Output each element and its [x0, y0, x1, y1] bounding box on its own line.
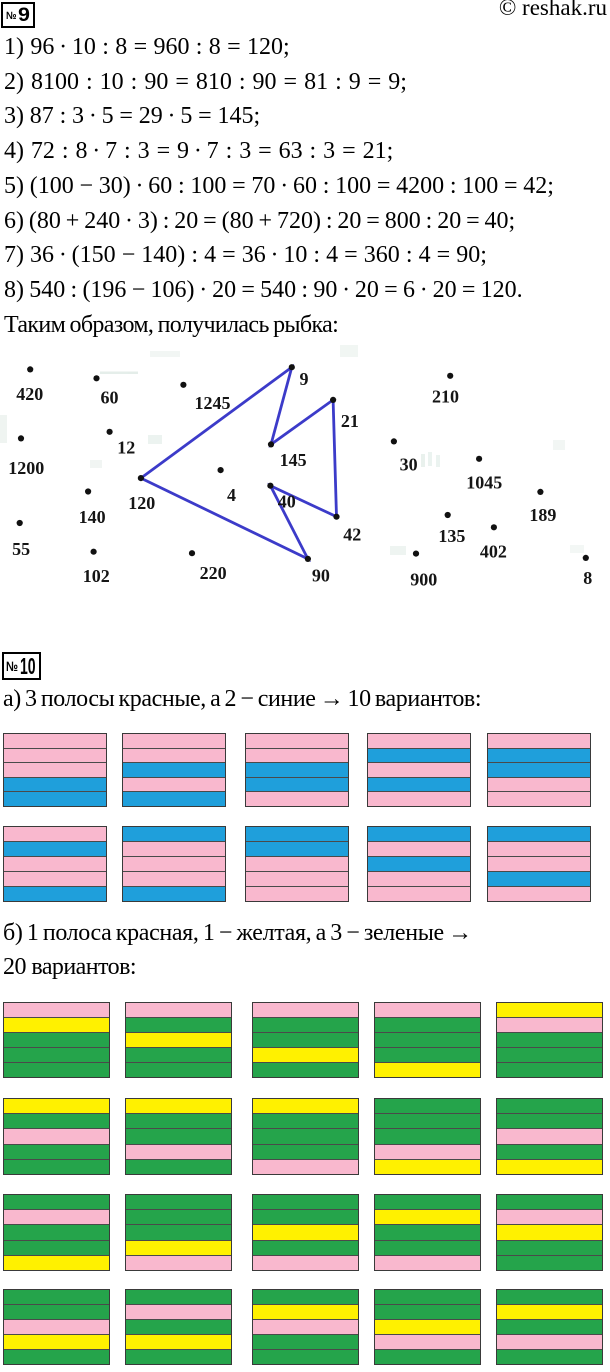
svg-text:402: 402 [480, 542, 507, 562]
svg-text:900: 900 [410, 569, 437, 589]
svg-text:21: 21 [341, 411, 359, 431]
svg-text:30: 30 [400, 455, 418, 475]
svg-text:145: 145 [280, 450, 307, 470]
svg-text:12: 12 [117, 437, 135, 457]
svg-text:42: 42 [343, 524, 361, 544]
svg-text:189: 189 [529, 505, 556, 525]
svg-text:210: 210 [432, 387, 459, 407]
svg-text:40: 40 [278, 491, 296, 511]
svg-text:1200: 1200 [8, 458, 44, 478]
svg-text:9: 9 [300, 369, 309, 389]
svg-text:420: 420 [16, 384, 43, 404]
svg-text:102: 102 [83, 566, 110, 586]
svg-text:60: 60 [101, 388, 119, 408]
svg-text:120: 120 [128, 493, 155, 513]
svg-text:90: 90 [312, 566, 330, 586]
svg-text:140: 140 [79, 507, 106, 527]
svg-text:220: 220 [200, 563, 227, 583]
svg-text:55: 55 [12, 539, 30, 559]
svg-text:8: 8 [583, 568, 592, 588]
svg-text:1045: 1045 [466, 473, 502, 493]
svg-text:4: 4 [227, 485, 236, 505]
svg-text:1245: 1245 [195, 393, 231, 413]
svg-text:135: 135 [438, 526, 465, 546]
